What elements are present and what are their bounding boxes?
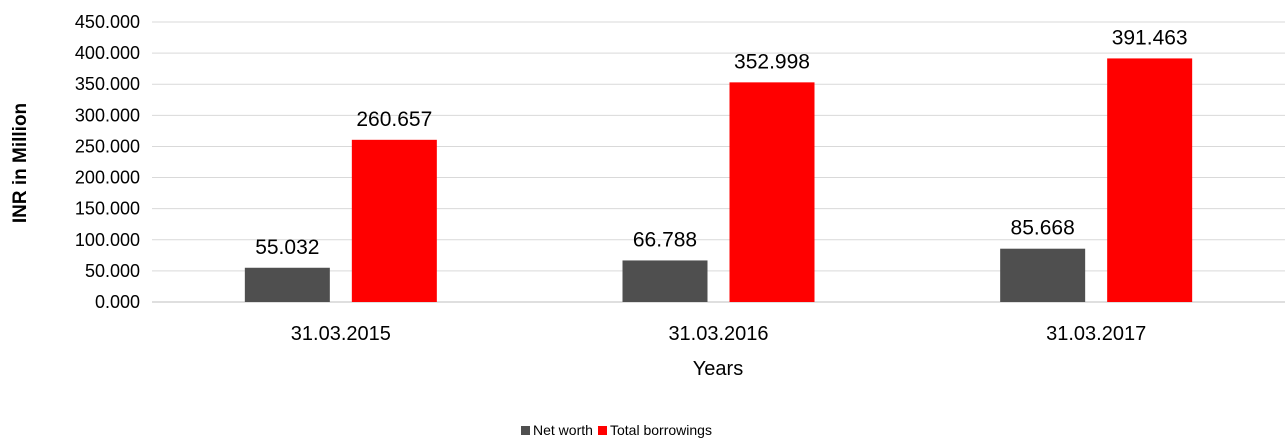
x-tick-label: 31.03.2015 [291,323,391,345]
data-label: 352.998 [734,50,810,73]
x-axis-ticks: 31.03.2015 31.03.2016 31.03.2017 [291,323,1146,345]
bar-total-borrowings [351,139,437,302]
y-axis-ticks: 0.000 50.000 100.000 150.000 200.000 250.000 3… [75,12,140,312]
legend-swatch [598,426,607,435]
data-labels: 55.032 260.657 66.788 352.998 85.668 391.463 [255,26,1187,258]
bar-total-borrowings [729,82,815,302]
data-label: 66.788 [633,228,697,251]
legend-swatch [521,426,530,435]
y-tick-label: 100.000 [75,230,140,250]
bar-net-worth [244,267,330,302]
bar-total-borrowings [1107,58,1193,303]
legend-label: Net worth [533,422,593,438]
y-tick-label: 300.000 [75,105,140,125]
legend: Net worth Total borrowings [521,422,712,438]
bars [244,58,1193,303]
data-label: 391.463 [1112,26,1188,49]
y-tick-label: 50.000 [85,261,140,281]
y-tick-label: 350.000 [75,74,140,94]
x-tick-label: 31.03.2017 [1046,323,1146,345]
legend-label: Total borrowings [610,422,712,438]
y-axis-title: INR in Million [10,103,31,223]
y-tick-label: 150.000 [75,199,140,219]
data-label: 55.032 [255,236,319,259]
x-axis-title: Years [693,358,743,380]
bar-net-worth [1000,248,1086,302]
x-tick-label: 31.03.2016 [668,323,768,345]
data-label: 85.668 [1011,217,1075,240]
y-tick-label: 0.000 [95,292,140,312]
y-tick-label: 200.000 [75,168,140,188]
bar-net-worth [622,260,708,302]
data-label: 260.657 [356,108,432,131]
y-tick-label: 250.000 [75,136,140,156]
y-tick-label: 450.000 [75,12,140,32]
gridlines [152,21,1285,303]
y-tick-label: 400.000 [75,43,140,63]
